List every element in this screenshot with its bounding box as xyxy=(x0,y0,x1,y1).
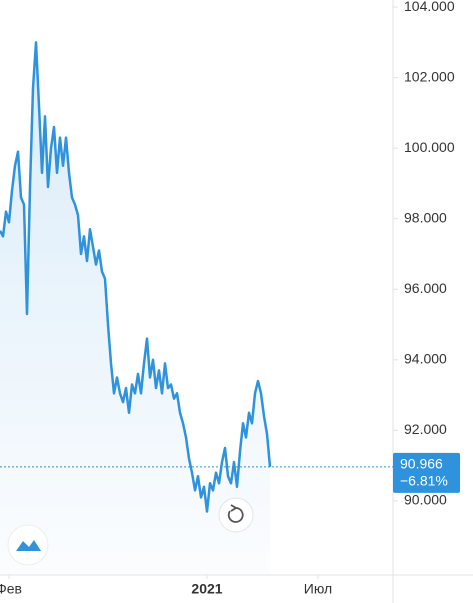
x-tick-label: Фев xyxy=(0,581,22,597)
logo-button[interactable] xyxy=(7,524,49,566)
change-label: −6.81% xyxy=(400,473,448,489)
x-tick-label: Июл xyxy=(304,581,332,597)
x-tick-label: 2021 xyxy=(191,581,222,597)
last-price-box xyxy=(393,452,460,493)
reset-button[interactable] xyxy=(218,497,254,533)
reset-icon xyxy=(227,507,244,523)
logo-circle[interactable] xyxy=(7,524,49,566)
y-tick-label: 96.000 xyxy=(404,280,447,296)
area xyxy=(0,42,270,575)
y-tick-label: 90.000 xyxy=(404,492,447,508)
logo-icon xyxy=(16,540,41,551)
reset-arrow xyxy=(230,504,238,512)
y-tick-label: 92.000 xyxy=(404,421,447,437)
reset-circle[interactable] xyxy=(218,497,254,533)
y-tick-label: 102.000 xyxy=(404,68,455,84)
price-line xyxy=(0,41,272,513)
y-tick-label: 104.000 xyxy=(404,0,455,14)
last-price-label: 90.966 xyxy=(400,456,443,472)
y-tick-label: 94.000 xyxy=(404,351,447,367)
y-tick-label: 98.000 xyxy=(404,209,447,225)
y-tick-label: 100.000 xyxy=(404,139,455,155)
